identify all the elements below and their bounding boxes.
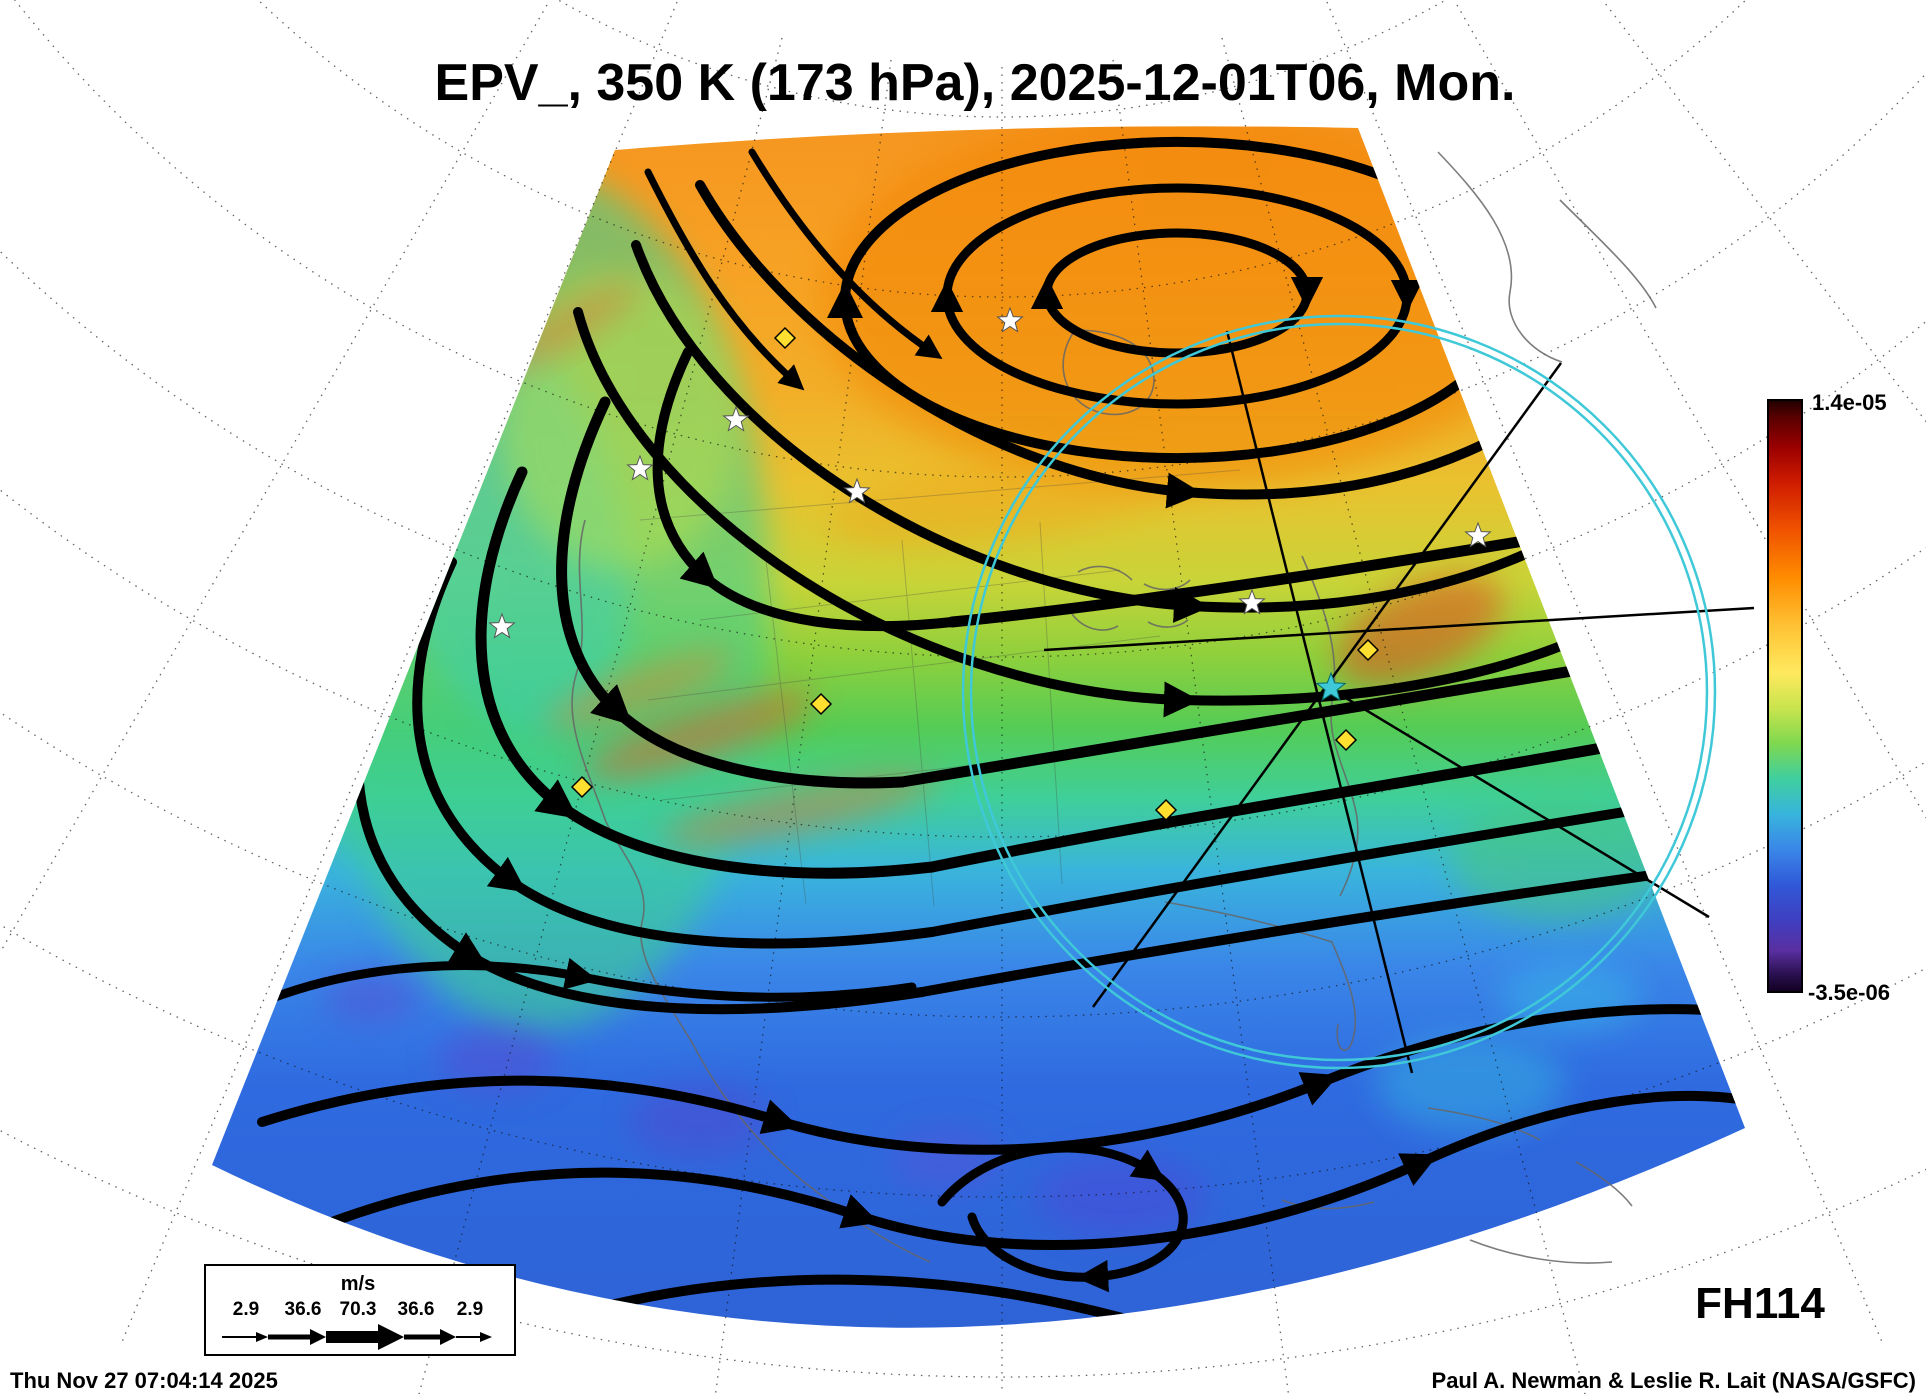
city-star-marker xyxy=(996,306,1024,333)
diamond-marker xyxy=(570,775,594,799)
colorbar-max-label: 1.4e-05 xyxy=(1812,390,1887,415)
diamond-marker xyxy=(1334,728,1358,752)
diamond-marker xyxy=(1154,798,1178,822)
colorbar-min-label: -3.5e-06 xyxy=(1808,980,1890,1005)
wind-legend-tick: 2.9 xyxy=(233,1299,259,1320)
cross-section-line xyxy=(1225,330,1414,1074)
cross-section-line xyxy=(1330,687,1710,919)
coastlines xyxy=(571,151,1657,1264)
range-circle xyxy=(969,322,1709,1062)
center-star-marker xyxy=(1315,671,1347,702)
figure-title: EPV_, 350 K (173 hPa), 2025-12-01T06, Mo… xyxy=(435,54,1516,112)
city-star-marker xyxy=(626,454,654,481)
timestamp: Thu Nov 27 07:04:14 2025 xyxy=(10,1368,278,1393)
colorbar-gradient xyxy=(1767,399,1803,993)
diamond-marker xyxy=(1356,638,1380,662)
wind-legend-tick: 36.6 xyxy=(398,1299,435,1320)
wind-speed-legend: m/s 2.9 36.6 70.3 36.6 2.9 xyxy=(204,1264,516,1356)
city-star-marker xyxy=(488,612,516,639)
credit: Paul A. Newman & Leslie R. Lait (NASA/GS… xyxy=(1432,1368,1916,1393)
city-star-marker xyxy=(722,405,750,432)
range-circle xyxy=(961,314,1717,1070)
wind-legend-tick: 36.6 xyxy=(285,1299,322,1320)
city-star-marker xyxy=(1238,588,1266,615)
cross-section-line xyxy=(1043,606,1755,652)
wind-legend-tick: 2.9 xyxy=(457,1299,483,1320)
city-star-marker xyxy=(1464,521,1492,548)
wind-legend-tick: 70.3 xyxy=(340,1299,377,1320)
wind-legend-unit: m/s xyxy=(341,1273,375,1295)
overlay-annotations xyxy=(488,306,1755,1074)
city-star-marker xyxy=(843,477,871,504)
diamond-marker xyxy=(809,692,833,716)
forecast-hour-label: FH114 xyxy=(1695,1279,1825,1328)
diamond-marker xyxy=(773,326,797,350)
wind-legend-arrow-glyph xyxy=(222,1324,492,1350)
colorbar: 1.4e-05 -3.5e-06 xyxy=(1767,390,1890,1005)
